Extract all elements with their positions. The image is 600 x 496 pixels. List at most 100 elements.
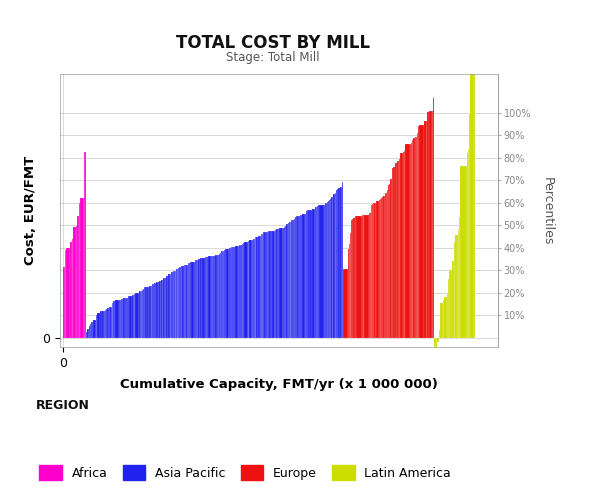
Bar	[405, 144, 410, 338]
Bar	[371, 205, 372, 338]
Bar	[175, 271, 176, 338]
Bar	[336, 189, 337, 338]
Bar	[186, 265, 188, 338]
Bar	[86, 332, 87, 338]
Bar	[180, 267, 181, 338]
Bar	[342, 183, 343, 338]
Bar	[91, 322, 92, 338]
Bar	[437, 338, 439, 342]
Bar	[155, 283, 156, 338]
Bar	[340, 186, 342, 338]
Bar	[225, 249, 226, 338]
Bar	[338, 187, 340, 338]
Bar	[458, 230, 459, 338]
Bar	[296, 216, 297, 338]
Bar	[418, 126, 419, 338]
Bar	[97, 313, 100, 338]
Bar	[107, 308, 109, 338]
Bar	[424, 121, 427, 338]
Bar	[156, 282, 158, 338]
Y-axis label: Percentiles: Percentiles	[540, 177, 553, 245]
Bar	[229, 248, 230, 338]
Bar	[363, 215, 364, 338]
Bar	[299, 216, 301, 338]
Bar	[449, 270, 450, 338]
Bar	[376, 200, 379, 338]
Bar	[413, 138, 415, 338]
Bar	[261, 234, 262, 338]
Bar	[151, 286, 152, 338]
Bar	[109, 308, 110, 338]
Bar	[317, 205, 318, 338]
Bar	[152, 284, 153, 338]
Bar	[80, 198, 83, 338]
Bar	[419, 125, 424, 338]
Bar	[427, 112, 428, 338]
Bar	[254, 239, 255, 338]
Bar	[271, 231, 272, 338]
Bar	[196, 260, 197, 338]
Bar	[328, 201, 329, 338]
Bar	[415, 137, 416, 338]
Bar	[128, 296, 130, 338]
Bar	[470, 74, 474, 338]
Bar	[280, 229, 283, 338]
Text: TOTAL COST BY MILL: TOTAL COST BY MILL	[176, 34, 370, 52]
Bar	[168, 274, 170, 338]
Bar	[102, 311, 104, 338]
Bar	[243, 243, 244, 338]
Bar	[220, 253, 221, 338]
Bar	[73, 227, 76, 338]
Y-axis label: Cost, EUR/FMT: Cost, EUR/FMT	[24, 156, 37, 265]
Bar	[223, 251, 224, 338]
Bar	[312, 209, 314, 338]
Bar	[65, 250, 67, 338]
Bar	[240, 245, 241, 338]
Bar	[145, 287, 148, 338]
Bar	[364, 215, 369, 338]
Bar	[171, 272, 172, 338]
Bar	[412, 140, 413, 338]
Bar	[386, 192, 387, 338]
Bar	[337, 189, 338, 338]
Bar	[197, 259, 198, 338]
Bar	[149, 286, 151, 338]
Bar	[383, 196, 385, 338]
Bar	[213, 256, 214, 338]
Bar	[76, 227, 77, 338]
Bar	[127, 298, 128, 338]
Bar	[191, 262, 194, 338]
Bar	[277, 229, 278, 338]
Bar	[88, 329, 89, 338]
Bar	[165, 278, 166, 338]
Bar	[356, 216, 362, 338]
Bar	[258, 236, 260, 338]
Bar	[400, 153, 403, 338]
Bar	[331, 197, 332, 338]
Bar	[374, 203, 376, 338]
Bar	[455, 235, 457, 338]
Bar	[334, 194, 335, 338]
Bar	[432, 111, 433, 338]
Bar	[122, 298, 125, 338]
Bar	[166, 276, 167, 338]
Text: REGION: REGION	[36, 399, 90, 412]
Bar	[325, 203, 326, 338]
Bar	[385, 193, 386, 338]
Bar	[161, 280, 163, 338]
Bar	[242, 245, 243, 338]
Bar	[125, 298, 127, 338]
Bar	[381, 197, 382, 338]
Bar	[411, 143, 412, 338]
Bar	[148, 287, 149, 338]
Bar	[389, 179, 392, 338]
Bar	[352, 219, 353, 338]
Bar	[410, 143, 411, 338]
Bar	[403, 152, 404, 338]
Bar	[153, 284, 154, 338]
Bar	[202, 258, 205, 338]
Bar	[205, 257, 206, 338]
Bar	[264, 232, 266, 338]
Bar	[468, 149, 469, 338]
Bar	[310, 209, 312, 338]
